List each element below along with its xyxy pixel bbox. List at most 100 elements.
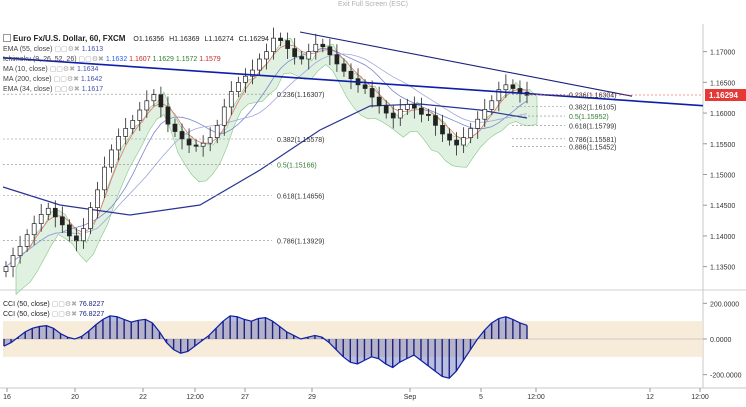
candle [151,89,157,107]
candle-body [433,115,438,126]
candle-body [292,48,298,57]
time-tick-label: 12:00 [691,394,709,401]
candle [31,215,37,246]
candle [517,80,523,103]
legend-label: EMA (34, close) [3,86,53,93]
cci-legend-row[interactable]: CCI (50, close) ▢▢⚙✖ 76.8227 [3,310,104,319]
candle [74,227,79,252]
time-tick-label: 12:00 [186,394,204,401]
collapse-icon[interactable] [3,34,11,42]
candle [59,206,65,233]
candle-body [454,139,459,146]
candle-body [334,54,340,65]
candle-body [461,137,466,146]
candle [250,59,255,85]
candle [193,139,199,152]
cci-legend-value: 76.8227 [78,301,105,308]
legend-label: Ichimoku (9, 26, 52, 26) [3,56,77,63]
candle-body [207,137,213,144]
candle [412,96,417,119]
legend-controls-icon[interactable]: ▢▢⚙✖ [52,46,82,53]
candle [38,203,44,232]
legend-controls-icon[interactable]: ▢▢⚙✖ [76,56,106,63]
candle [109,144,114,173]
candle [327,38,333,66]
legend-row[interactable]: MA (10, close) ▢▢⚙✖ 1.1634 [3,65,98,74]
price-tick-label: 1.14000 [710,234,735,241]
candle [482,98,488,128]
candle [440,114,445,142]
candle-body [67,224,72,237]
candle-body [285,40,290,49]
candle-body [278,37,283,41]
price-tick-label: 1.15000 [710,173,735,180]
candle-body [45,207,51,215]
candle-body [59,216,65,226]
candle-body [313,43,319,52]
candle [299,51,305,65]
candle [45,202,51,220]
candle-body [81,228,86,242]
candle [243,68,248,93]
symbol-header: Euro Fx/U.S. Dollar, 60, FXCM O1.16356 H… [3,34,269,44]
candle [130,114,136,134]
candle-body [369,88,375,98]
candle-body [440,125,445,135]
symbol-title: Euro Fx/U.S. Dollar, 60, FXCM [13,34,126,43]
candle-body [88,207,93,229]
candle-body [221,106,227,126]
candle [221,98,227,136]
candle-body [158,94,164,108]
candle [454,132,459,156]
fib-level-label: 0.382(1.15578) [277,137,324,144]
candle [81,218,86,249]
candle-body [193,144,199,147]
candle-body [235,82,241,92]
candle-body [475,118,481,129]
exit-fullscreen-hint[interactable]: Exit Full Screen (ESC) [337,1,409,8]
legend-row[interactable]: MA (200, close) ▢▢⚙✖ 1.1642 [3,75,102,84]
legend-label: MA (200, close) [3,76,52,83]
legend-row[interactable]: EMA (55, close) ▢▢⚙✖ 1.1613 [3,45,103,54]
legend-controls-icon[interactable]: ▢▢⚙✖ [52,86,82,93]
candle-body [517,88,523,93]
candle [447,128,452,146]
cci-line [3,315,528,379]
price-tick-label: 1.14500 [710,203,735,210]
candle [468,122,474,144]
candle [461,127,466,153]
candle [228,81,234,115]
legend-controls-icon[interactable]: ▢▢⚙✖ [51,76,81,83]
candle [88,202,93,235]
candle-body [447,133,452,141]
price-tick-label: 1.17000 [710,50,735,57]
candle [95,181,100,219]
cci-area [4,315,527,379]
candle-body [151,94,157,102]
legend-value: 1.1634 [77,66,99,73]
legend-value: 1.1632 [105,56,130,63]
candle [271,27,276,60]
legend-row[interactable]: Ichimoku (9, 26, 52, 26) ▢▢⚙✖ 1.1632 1.1… [3,55,221,64]
candle [383,100,389,119]
fib2-level-label: 0.382(1.16105) [569,105,616,112]
candle [341,58,347,77]
candle-body [419,107,424,115]
candle-body [31,223,37,236]
fib-level-label: 0.786(1.13929) [277,238,324,245]
legend-row[interactable]: EMA (34, close) ▢▢⚙✖ 1.1617 [3,85,103,94]
candle-body [412,104,417,109]
legend-controls-icon[interactable]: ▢▢⚙✖ [49,311,79,318]
time-tick-label: 22 [139,394,147,401]
candle-body [116,136,121,151]
candle-body [243,75,248,83]
candle [207,127,213,152]
legend-controls-icon[interactable]: ▢▢⚙✖ [49,301,79,308]
candle [496,81,502,112]
candle-body [109,149,114,168]
legend-controls-icon[interactable]: ▢▢⚙✖ [47,66,78,73]
cci-legend-row[interactable]: CCI (50, close) ▢▢⚙✖ 76.8227 [3,300,104,309]
trendline-resistance [299,31,633,97]
